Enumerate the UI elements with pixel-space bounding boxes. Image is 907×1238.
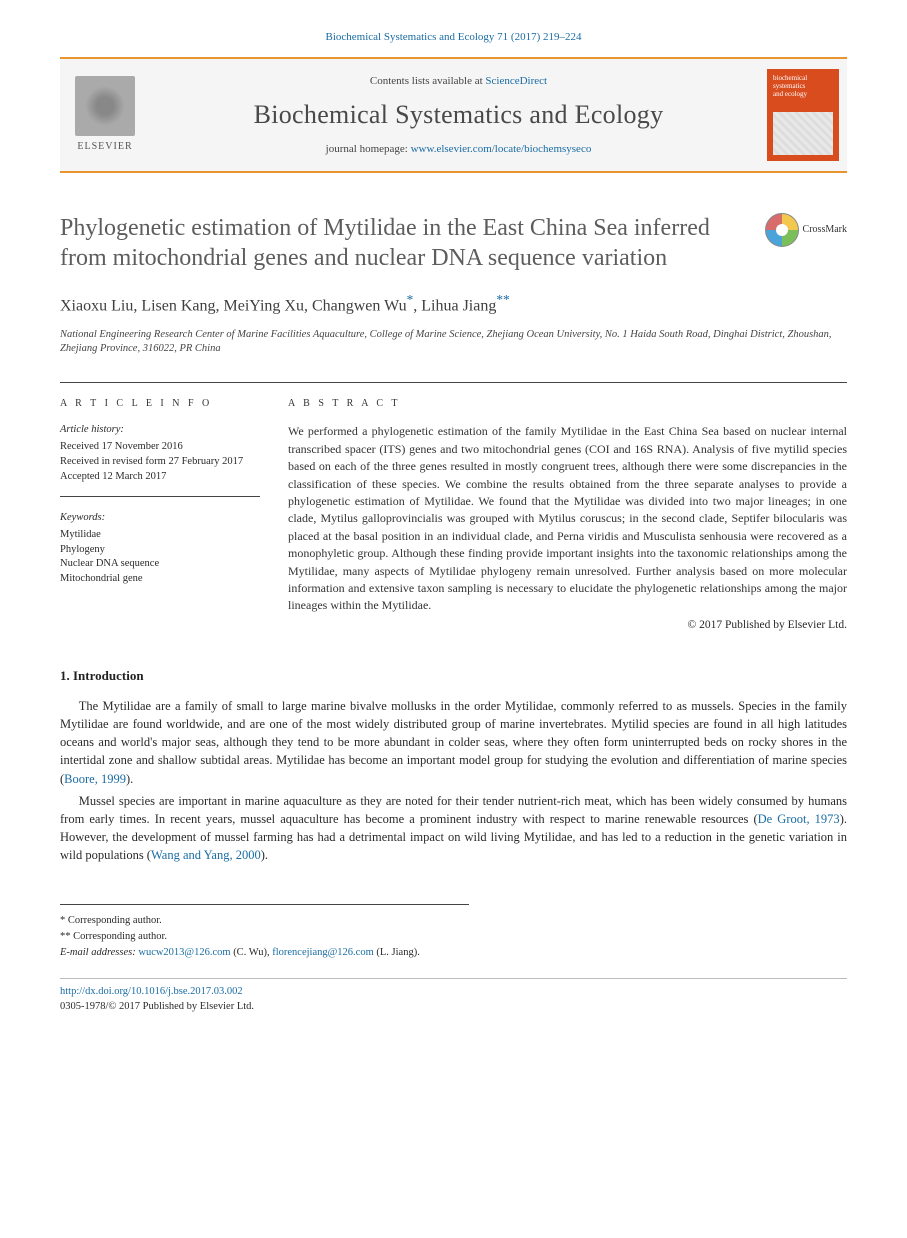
email-line: E-mail addresses: wucw2013@126.com (C. W… — [60, 945, 469, 961]
keyword-item: Nuclear DNA sequence — [60, 557, 260, 572]
keyword-item: Phylogeny — [60, 543, 260, 558]
ref-link-wang[interactable]: Wang and Yang, 2000 — [151, 848, 261, 862]
email-2[interactable]: florencejiang@126.com — [272, 947, 374, 958]
history-item: Accepted 12 March 2017 — [60, 470, 260, 485]
elsevier-label: ELSEVIER — [77, 140, 132, 154]
crossmark-badge[interactable]: CrossMark — [765, 213, 847, 247]
info-abstract-row: A R T I C L E I N F O Article history: R… — [60, 382, 847, 632]
abstract-text: We performed a phylogenetic estimation o… — [288, 423, 847, 614]
cover-image-placeholder — [773, 112, 833, 155]
article-info-label: A R T I C L E I N F O — [60, 397, 260, 411]
intro-p2-a: Mussel species are important in marine a… — [60, 794, 847, 826]
keyword-item: Mytilidae — [60, 528, 260, 543]
homepage-prefix: journal homepage: — [326, 143, 411, 155]
history-item: Received 17 November 2016 — [60, 440, 260, 455]
journal-header: ELSEVIER Contents lists available at Sci… — [60, 57, 847, 173]
crossmark-label: CrossMark — [803, 223, 847, 237]
doi-link[interactable]: http://dx.doi.org/10.1016/j.bse.2017.03.… — [60, 985, 847, 1000]
email-1[interactable]: wucw2013@126.com — [138, 947, 230, 958]
elsevier-tree-icon — [75, 76, 135, 136]
authors-line: Xiaoxu Liu, Lisen Kang, MeiYing Xu, Chan… — [60, 291, 847, 318]
keywords-list: Mytilidae Phylogeny Nuclear DNA sequence… — [60, 528, 260, 587]
email-2-who: (L. Jiang). — [374, 947, 420, 958]
cover-title-3: and ecology — [773, 91, 833, 99]
email-1-who: (C. Wu), — [231, 947, 273, 958]
email-label: E-mail addresses: — [60, 947, 138, 958]
corr-note-1: * Corresponding author. — [60, 913, 469, 929]
intro-para-1: The Mytilidae are a family of small to l… — [60, 697, 847, 788]
affiliation: National Engineering Research Center of … — [60, 328, 847, 356]
abstract-label: A B S T R A C T — [288, 397, 847, 411]
intro-p1-end: ). — [126, 772, 133, 786]
abstract-col: A B S T R A C T We performed a phylogene… — [288, 397, 847, 632]
corr-note-2: ** Corresponding author. — [60, 929, 469, 945]
intro-para-2: Mussel species are important in marine a… — [60, 792, 847, 865]
ref-link-boore[interactable]: Boore, 1999 — [64, 772, 126, 786]
journal-name: Biochemical Systematics and Ecology — [150, 97, 767, 133]
intro-p1-text: The Mytilidae are a family of small to l… — [60, 699, 847, 786]
footnotes: * Corresponding author. ** Corresponding… — [60, 904, 469, 960]
ref-link-degroot[interactable]: De Groot, 1973 — [758, 812, 840, 826]
article-title: Phylogenetic estimation of Mytilidae in … — [60, 213, 749, 273]
abstract-copyright: © 2017 Published by Elsevier Ltd. — [288, 617, 847, 633]
contents-prefix: Contents lists available at — [370, 75, 485, 87]
homepage-link[interactable]: www.elsevier.com/locate/biochemsyseco — [411, 143, 592, 155]
issn-copyright: 0305-1978/© 2017 Published by Elsevier L… — [60, 1000, 847, 1015]
contents-lists-line: Contents lists available at ScienceDirec… — [150, 74, 767, 89]
intro-p2-c: ). — [261, 848, 268, 862]
journal-cover-thumb: biochemical systematics and ecology — [767, 69, 839, 161]
article-info-col: A R T I C L E I N F O Article history: R… — [60, 397, 260, 632]
keyword-item: Mitochondrial gene — [60, 572, 260, 587]
footer: http://dx.doi.org/10.1016/j.bse.2017.03.… — [60, 978, 847, 1014]
history-head: Article history: — [60, 423, 260, 438]
elsevier-logo: ELSEVIER — [60, 69, 150, 161]
history-item: Received in revised form 27 February 201… — [60, 455, 260, 470]
header-center: Contents lists available at ScienceDirec… — [150, 69, 767, 161]
crossmark-icon — [765, 213, 799, 247]
sciencedirect-link[interactable]: ScienceDirect — [485, 75, 547, 87]
intro-heading: 1. Introduction — [60, 667, 847, 685]
citation-line: Biochemical Systematics and Ecology 71 (… — [60, 30, 847, 45]
keywords-head: Keywords: — [60, 511, 260, 526]
homepage-line: journal homepage: www.elsevier.com/locat… — [150, 142, 767, 157]
article-history: Article history: Received 17 November 20… — [60, 423, 260, 497]
title-row: Phylogenetic estimation of Mytilidae in … — [60, 213, 847, 273]
